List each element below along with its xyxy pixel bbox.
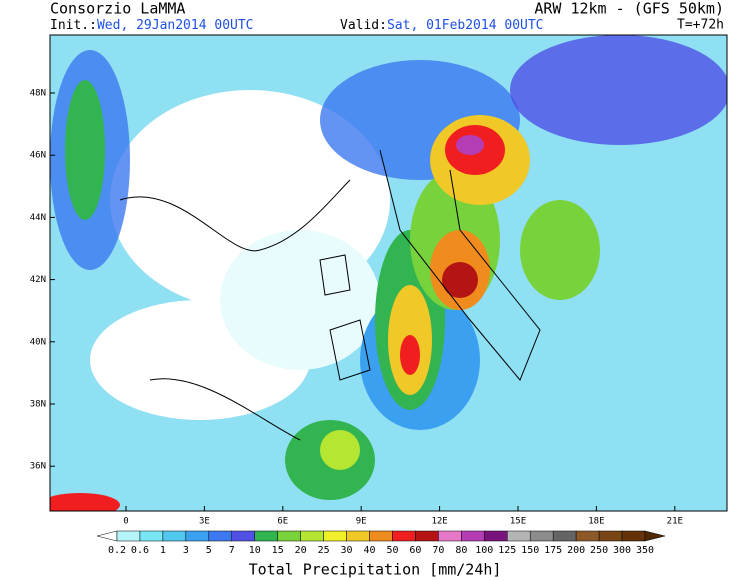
lat-label: 38N bbox=[30, 400, 46, 410]
colorbar-cell bbox=[438, 530, 462, 542]
colorbar-cell bbox=[461, 530, 485, 542]
title: Consorzio LaMMA bbox=[50, 0, 185, 18]
lon-label: 6E bbox=[277, 517, 288, 527]
colorbar-cell bbox=[392, 530, 416, 542]
colorbar-label: 25 bbox=[318, 545, 330, 556]
colorbar-label: 1 bbox=[160, 545, 166, 556]
colorbar-cell bbox=[300, 530, 324, 542]
colorbar-cell bbox=[415, 530, 439, 542]
colorbar-label: 50 bbox=[386, 545, 398, 556]
colorbar-label: 7 bbox=[229, 545, 235, 556]
colorbar-label: 80 bbox=[455, 545, 467, 556]
colorbar-cell bbox=[552, 530, 577, 542]
init: Init.:Wed, 29Jan2014 00UTC bbox=[50, 18, 254, 33]
lead-time: T=+72h bbox=[677, 18, 724, 33]
colorbar-cell bbox=[231, 530, 255, 542]
colorbar-label: 0.2 bbox=[108, 545, 126, 556]
colorbar-cell bbox=[116, 530, 141, 542]
colorbar-label: 20 bbox=[295, 545, 307, 556]
colorbar-label: 200 bbox=[567, 545, 585, 556]
precip-field bbox=[50, 35, 727, 511]
init-time: Wed, 29Jan2014 00UTC bbox=[97, 18, 254, 33]
colorbar-arrow bbox=[96, 530, 118, 542]
colorbar-label: 250 bbox=[590, 545, 608, 556]
colorbar-cell bbox=[323, 530, 347, 542]
valid: Valid:Sat, 01Feb2014 00UTC bbox=[340, 18, 544, 33]
colorbar-label: 30 bbox=[341, 545, 353, 556]
colorbar-label: 5 bbox=[206, 545, 212, 556]
lat-label: 44N bbox=[30, 213, 46, 223]
colorbar-label: 0.6 bbox=[131, 545, 149, 556]
colorbar-cell bbox=[185, 530, 210, 542]
lon-label: 3E bbox=[199, 517, 210, 527]
colorbar-cell bbox=[598, 530, 623, 542]
colorbar-label: 175 bbox=[544, 545, 562, 556]
lon-label: 18E bbox=[588, 517, 604, 527]
init-label: Init.: bbox=[50, 18, 97, 33]
lon-label: 15E bbox=[510, 517, 526, 527]
colorbar-label: 100 bbox=[475, 545, 493, 556]
colorbar-label: 350 bbox=[636, 545, 654, 556]
colorbar-arrow bbox=[644, 530, 666, 542]
lat-label: 46N bbox=[30, 151, 46, 161]
colorbar-label: 15 bbox=[272, 545, 284, 556]
valid-label: Valid: bbox=[340, 18, 387, 33]
colorbar-cell bbox=[254, 530, 278, 542]
colorbar-cell bbox=[621, 530, 646, 542]
colorbar-label: 300 bbox=[613, 545, 631, 556]
lon-label: 12E bbox=[431, 517, 447, 527]
valid-time: Sat, 01Feb2014 00UTC bbox=[387, 18, 544, 33]
map-frame bbox=[49, 34, 728, 512]
colorbar-label: 3 bbox=[183, 545, 189, 556]
colorbar-label: 150 bbox=[521, 545, 539, 556]
colorbar-label: 40 bbox=[363, 545, 375, 556]
colorbar-cell bbox=[529, 530, 554, 542]
lat-label: 48N bbox=[30, 89, 46, 99]
model: ARW 12km - (GFS 50km) bbox=[534, 0, 724, 18]
colorbar-cell bbox=[507, 530, 531, 542]
colorbar-cell bbox=[346, 530, 370, 542]
colorbar-label: 125 bbox=[498, 545, 516, 556]
colorbar-cell bbox=[484, 530, 508, 542]
lon-label: 0 bbox=[123, 517, 128, 527]
colorbar-cell bbox=[369, 530, 393, 542]
colorbar-cell bbox=[162, 530, 187, 542]
lon-label: 9E bbox=[356, 517, 367, 527]
lat-label: 40N bbox=[30, 337, 46, 347]
lon-label: 21E bbox=[667, 517, 683, 527]
colorbar-label: 10 bbox=[249, 545, 261, 556]
colorbar-label: 70 bbox=[432, 545, 444, 556]
colorbar-label: 60 bbox=[409, 545, 421, 556]
colorbar-cell bbox=[575, 530, 600, 542]
colorbar-cell bbox=[208, 530, 233, 542]
colorbar-cell bbox=[277, 530, 301, 542]
colorbar-title: Total Precipitation [mm/24h] bbox=[249, 561, 502, 579]
lat-label: 42N bbox=[30, 275, 46, 285]
lat-label: 36N bbox=[30, 462, 46, 472]
colorbar-cell bbox=[139, 530, 164, 542]
